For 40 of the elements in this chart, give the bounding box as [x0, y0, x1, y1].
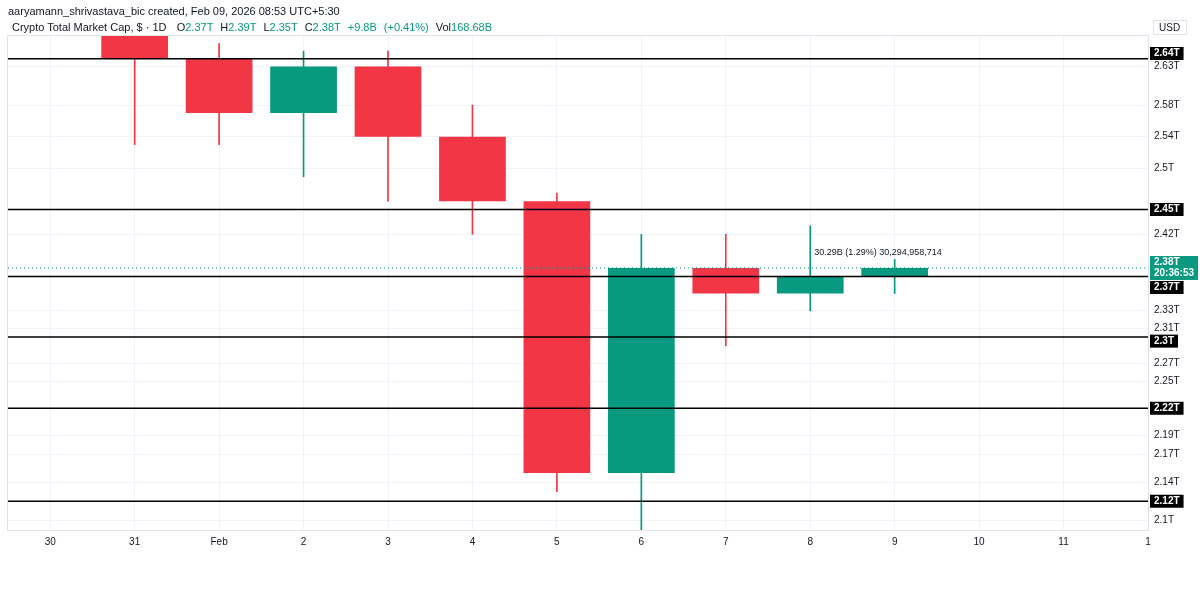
y-tick-label: 2.27T — [1154, 357, 1180, 369]
ref-line-label: 2.38T — [1154, 256, 1180, 268]
y-tick-label: 2.31T — [1154, 321, 1180, 333]
text: 20:36:53 — [1154, 267, 1195, 279]
text: aaryamann_shrivastava_bic created, Feb 09, 2026 08:53 UTC+5:30 — [8, 5, 340, 18]
y-tick-label: 2.42T — [1154, 228, 1180, 240]
chart-title: Crypto Total Market Cap, $ · 1D — [12, 21, 167, 34]
y-tick-label: 2.14T — [1154, 476, 1180, 488]
y-tick-label: 2.1T — [1154, 514, 1175, 526]
x-tick-label: 6 — [638, 535, 645, 547]
x-tick-label: 30 — [44, 535, 57, 547]
x-tick-label: 4 — [469, 535, 476, 547]
x-tick-label: 8 — [807, 535, 814, 547]
y-axis-title: USD — [1159, 21, 1181, 33]
x-tick-label: 31 — [129, 535, 141, 547]
x-tick-label: 1 — [1145, 535, 1152, 547]
ref-line-label: 2.12T — [1154, 495, 1180, 506]
ref-line-label: 2.37T — [1154, 281, 1180, 293]
x-tick-label: 9 — [891, 535, 898, 547]
x-tick-label: 7 — [723, 535, 729, 547]
ref-line-label: 2.45T — [1154, 203, 1180, 215]
y-tick-label: 2.33T — [1154, 304, 1180, 316]
x-tick-label: Feb — [210, 535, 229, 547]
x-tick-label: 10 — [973, 535, 986, 547]
x-tick-label: 3 — [385, 535, 392, 547]
annotation: 30.29B (1.29%) 30,294,958,714 — [814, 246, 942, 257]
ref-line-label: 2.22T — [1154, 402, 1180, 414]
y-tick-label: 2.63T — [1154, 60, 1180, 72]
y-tick-label: 2.17T — [1154, 447, 1180, 459]
y-tick-label: 2.58T — [1154, 98, 1180, 110]
y-tick-label: 2.54T — [1154, 130, 1180, 142]
y-tick-label: 2.19T — [1154, 429, 1180, 441]
x-tick-label: 5 — [554, 535, 561, 547]
ref-line-label: 2.64T — [1154, 47, 1180, 59]
y-tick-label: 2.25T — [1154, 374, 1180, 386]
y-tick-label: 2.5T — [1154, 162, 1175, 174]
text: O2.37T H2.39T L2.35T C2.38T +9.8B (+0.41%) Vol168.68B — [176, 21, 493, 34]
ref-line-label: 2.3T — [1154, 334, 1175, 346]
x-tick-label: 2 — [300, 535, 307, 547]
x-tick-label: 11 — [1058, 535, 1070, 547]
